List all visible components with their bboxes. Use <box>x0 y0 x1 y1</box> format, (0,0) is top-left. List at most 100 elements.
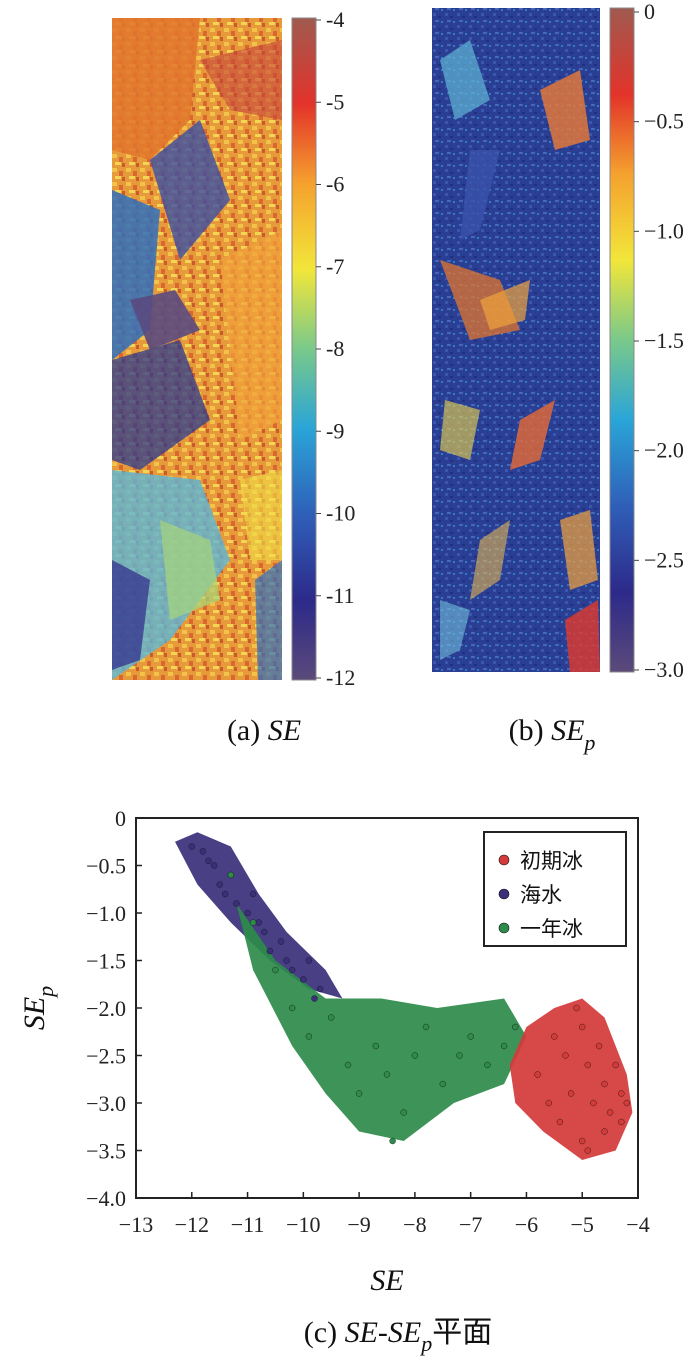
sep-colorbar-ticks: 0 −0.5 −1.0 −1.5 −2.0 −2.5 −3.0 <box>634 0 684 682</box>
se-colorbar-tick-label: -5 <box>326 89 344 114</box>
x-tick-label: −9 <box>347 1212 370 1237</box>
series-0-point <box>579 1023 586 1031</box>
series-2-point <box>389 1137 396 1145</box>
x-axis-label: SE <box>370 1264 403 1297</box>
series-2-point <box>383 1071 391 1078</box>
sep-colorbar-tick-label: −0.5 <box>644 109 684 134</box>
y-tick-label: −2.5 <box>86 1044 126 1069</box>
se-colorbar-tick-label: -10 <box>326 501 355 526</box>
series-2-point <box>372 1042 379 1050</box>
series-2-point <box>272 966 279 974</box>
series-0-point <box>534 1071 541 1078</box>
x-axis-ticks: −13 −12 −11 −10 −9 −8 −7 −6 −5 −4 <box>119 1192 650 1237</box>
sea-water-cluster <box>175 832 343 999</box>
y-tick-label: −2.0 <box>86 996 126 1021</box>
series-2-point <box>439 1080 446 1088</box>
se-colorbar-tick-label: -8 <box>326 336 344 361</box>
se-colorbar-tick-label: -4 <box>326 7 344 32</box>
series-1-point <box>261 928 268 936</box>
series-1-point <box>210 862 218 869</box>
sep-colorbar-tick-label: 0 <box>644 0 655 24</box>
y-tick-label: −1.5 <box>86 949 126 974</box>
y-axis-label: SEp <box>18 986 58 1030</box>
y-tick-label: −3.5 <box>86 1139 126 1164</box>
legend-marker <box>498 922 510 934</box>
series-1-point <box>289 966 296 974</box>
series-2-point <box>305 1033 313 1040</box>
series-1-point <box>249 890 257 898</box>
sep-colorbar-tick-label: −2.5 <box>644 547 684 572</box>
se-colorbar-ticks: -4 -5 -6 -7 -8 -9 -10 -11 -12 <box>316 7 355 690</box>
se-colorbar-tick-label: -6 <box>326 172 344 197</box>
series-2-point <box>344 1061 352 1069</box>
legend-marker <box>498 888 510 900</box>
y-tick-label: −4.0 <box>86 1186 126 1211</box>
initial-ice-cluster <box>509 998 633 1160</box>
x-tick-label: −5 <box>571 1212 594 1237</box>
legend-marker <box>498 854 510 866</box>
sep-colorbar-tick-label: −1.0 <box>644 218 684 243</box>
series-0-point <box>562 1052 569 1059</box>
series-1-point <box>305 957 313 964</box>
sep-colorbar <box>609 7 635 673</box>
series-0-point <box>567 1090 575 1097</box>
panel-a: -4 -5 -6 -7 -8 -9 -10 -11 -12 (a) SE <box>112 7 355 747</box>
legend-label: 初期冰 <box>520 849 583 873</box>
series-2-point <box>355 1090 363 1097</box>
series-2-point <box>512 1023 519 1031</box>
series-0-point <box>579 1137 586 1145</box>
caption-c: (c) SE-SEp平面 <box>304 1315 492 1356</box>
series-0-point <box>551 1033 558 1040</box>
y-axis-ticks: 0 −0.5 −1.0 −1.5 −2.0 −2.5 −3.0 −3.5 −4.0 <box>86 806 142 1211</box>
series-2-point <box>484 1061 491 1069</box>
y-tick-label: −1.0 <box>86 901 126 926</box>
series-2-point <box>400 1109 407 1116</box>
se-image-regions <box>112 18 282 680</box>
legend-label: 海水 <box>520 883 562 907</box>
x-tick-label: −6 <box>515 1212 538 1237</box>
caption-a: (a) SE <box>227 714 301 747</box>
series-1-point <box>311 995 318 1002</box>
x-tick-label: −10 <box>286 1212 320 1237</box>
series-2-point <box>411 1052 419 1059</box>
x-tick-label: −7 <box>459 1212 482 1237</box>
sep-colorbar-tick-label: −3.0 <box>644 657 684 682</box>
y-tick-label: −0.5 <box>86 854 126 879</box>
sep-colorbar-tick-label: −2.0 <box>644 438 684 463</box>
series-2-point <box>249 919 257 926</box>
se-colorbar-tick-label: -12 <box>326 665 355 690</box>
series-1-point <box>255 919 262 926</box>
series-0-point <box>618 1118 625 1126</box>
series-2-point <box>500 1042 508 1050</box>
series-1-point <box>266 947 274 955</box>
series-0-point <box>606 1109 614 1116</box>
series-0-point <box>545 1099 552 1107</box>
legend-label: 一年冰 <box>520 917 583 941</box>
series-1-point <box>283 957 290 964</box>
series-1-point <box>216 881 223 888</box>
series-0-point <box>623 1099 630 1107</box>
se-colorbar <box>291 17 317 681</box>
x-tick-label: −13 <box>119 1212 153 1237</box>
series-1-point <box>188 843 196 850</box>
se-colorbar-tick-label: -11 <box>326 583 355 608</box>
y-tick-label: 0 <box>115 806 126 831</box>
series-1-point <box>244 909 251 917</box>
series-1-point <box>277 938 285 945</box>
series-1-point <box>300 976 307 983</box>
series-2-point <box>456 1052 463 1059</box>
series-2-point <box>227 871 235 879</box>
x-tick-label: −4 <box>626 1212 649 1237</box>
series-0-point <box>601 1080 608 1088</box>
x-tick-label: −11 <box>231 1212 265 1237</box>
series-1-point <box>205 857 212 864</box>
series-1-point <box>199 848 207 855</box>
series-1-point <box>221 890 229 898</box>
series-2-point <box>467 1033 474 1040</box>
caption-b: (b) SEp <box>509 714 596 755</box>
sep-colorbar-tick-label: −1.5 <box>644 328 684 353</box>
se-colorbar-tick-label: -7 <box>326 254 344 279</box>
scatter-points <box>188 843 630 1154</box>
